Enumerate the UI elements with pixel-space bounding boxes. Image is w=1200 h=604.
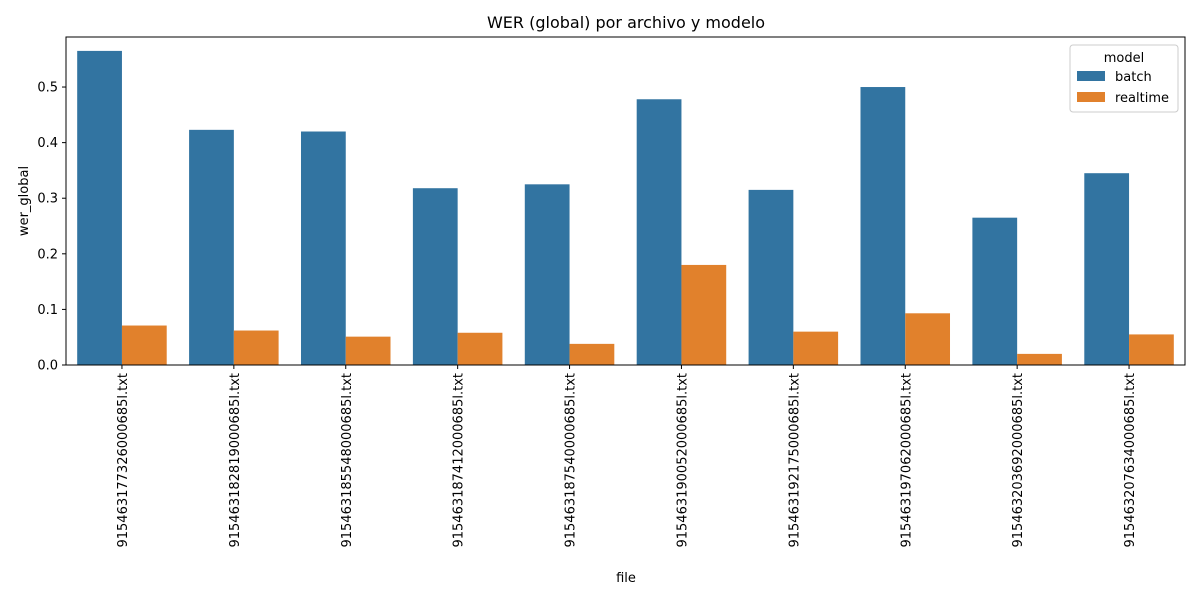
legend-title: model <box>1104 51 1144 66</box>
bar-batch-8 <box>860 87 906 365</box>
x-tick-label: 915463182819000685l.txt <box>228 373 243 548</box>
bar-realtime-5 <box>569 343 615 365</box>
legend: model batch realtime <box>1069 44 1179 113</box>
y-tick-label: 0.3 <box>37 192 58 207</box>
bar-batch-5 <box>524 184 570 365</box>
bar-batch-7 <box>748 189 794 365</box>
y-tick-label: 0.0 <box>37 359 58 374</box>
bar-batch-10 <box>1084 173 1130 365</box>
x-tick-label: 915463187412000685l.txt <box>452 373 467 548</box>
bar-realtime-2 <box>233 330 279 365</box>
bar-batch-1 <box>77 50 122 366</box>
bar-realtime-9 <box>1017 353 1062 365</box>
bar-batch-4 <box>412 188 458 365</box>
legend-swatch-batch <box>1077 71 1105 81</box>
y-tick-label: 0.1 <box>37 303 58 318</box>
chart-title: WER (global) por archivo y modelo <box>487 13 765 32</box>
legend-label-batch: batch <box>1115 70 1152 85</box>
bar-batch-3 <box>300 131 346 365</box>
bar-realtime-4 <box>457 332 503 365</box>
bar-realtime-10 <box>1129 334 1174 365</box>
bar-realtime-3 <box>345 336 391 365</box>
y-tick-label: 0.2 <box>37 247 58 262</box>
x-tick-label: 915463187540000685l.txt <box>564 373 579 548</box>
legend-label-realtime: realtime <box>1115 91 1169 106</box>
x-tick-label: 915463177326000685l.txt <box>116 373 131 548</box>
y-tick-label: 0.4 <box>37 136 58 151</box>
x-tick-label: 915463197062000685l.txt <box>899 373 914 548</box>
x-tick-label: 915463192175000685l.txt <box>787 373 802 548</box>
x-axis-label: file <box>616 571 636 586</box>
bars-group <box>77 50 1174 366</box>
x-tick-label: 915463185548000685l.txt <box>340 373 355 548</box>
plot-frame <box>65 36 1186 366</box>
y-axis: 0.0 0.1 0.2 0.3 0.4 0.5 <box>37 81 66 374</box>
bar-batch-6 <box>636 99 682 365</box>
bar-realtime-8 <box>905 313 951 365</box>
x-tick-label: 915463207634000685l.txt <box>1123 373 1138 548</box>
x-axis: 915463177326000685l.txt 91546318281900068… <box>116 365 1138 548</box>
bar-batch-2 <box>189 129 234 365</box>
x-tick-label: 915463203692000685l.txt <box>1011 373 1026 548</box>
x-tick-label: 915463190052000685l.txt <box>675 373 690 548</box>
y-tick-label: 0.5 <box>37 81 58 96</box>
bar-realtime-7 <box>793 331 839 365</box>
legend-swatch-realtime <box>1077 92 1105 102</box>
y-axis-label: wer_global <box>17 166 32 236</box>
bar-batch-9 <box>972 217 1018 365</box>
bar-realtime-6 <box>681 264 727 365</box>
bar-realtime-1 <box>121 325 167 365</box>
